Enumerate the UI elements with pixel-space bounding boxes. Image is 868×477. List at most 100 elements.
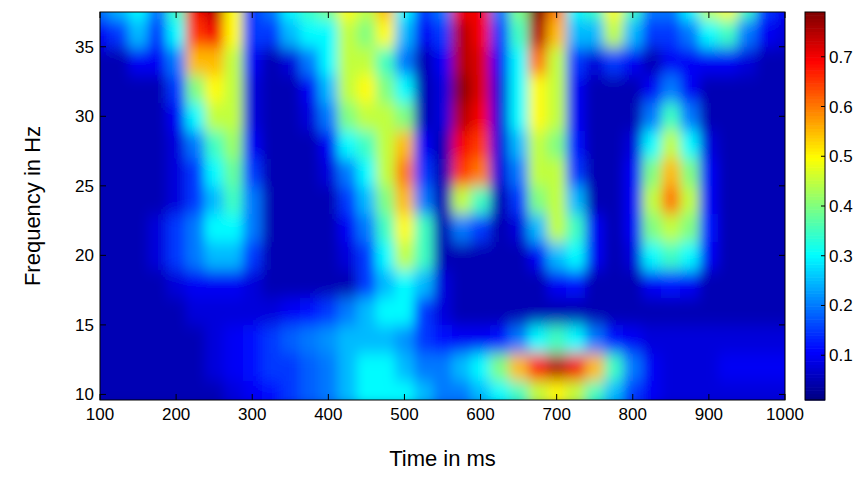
heat-cell: [680, 186, 700, 214]
heat-cell: [319, 130, 339, 158]
heat-cell: [414, 214, 434, 242]
heat-cell: [756, 297, 776, 325]
heat-cell: [471, 75, 491, 103]
x-tick-label: 800: [619, 405, 647, 424]
heat-cell: [148, 158, 168, 186]
heat-cell: [737, 297, 757, 325]
heat-cell: [319, 158, 339, 186]
heat-cell: [395, 19, 415, 47]
heat-cell: [281, 47, 301, 75]
x-tick-label: 900: [695, 405, 723, 424]
heat-cell: [110, 12, 130, 20]
heat-cell: [775, 241, 785, 269]
heat-cell: [243, 241, 263, 269]
heat-cell: [300, 47, 320, 75]
heat-cell: [205, 47, 225, 75]
heat-cell: [623, 75, 643, 103]
heat-cell: [148, 102, 168, 130]
heat-cell: [528, 297, 548, 325]
heat-cell: [509, 47, 529, 75]
heat-cell: [319, 75, 339, 103]
heat-cell: [737, 130, 757, 158]
heat-cell: [737, 186, 757, 214]
colorbar-tick-label: 0.1: [829, 346, 853, 365]
heat-cell: [357, 47, 377, 75]
heat-cell: [110, 158, 130, 186]
heat-cell: [376, 214, 396, 242]
y-tick-label: 25: [75, 177, 94, 196]
heat-cell: [357, 269, 377, 297]
heat-cell: [205, 130, 225, 158]
x-tick: [556, 12, 557, 18]
heat-cell: [661, 12, 681, 20]
y-tick: [779, 116, 785, 117]
heat-cell: [452, 158, 472, 186]
heat-cell: [262, 241, 282, 269]
x-tick: [708, 12, 709, 18]
heat-cell: [623, 269, 643, 297]
heat-cell: [547, 12, 567, 20]
heat-cell: [100, 158, 110, 186]
heat-cell: [509, 325, 529, 353]
heat-cell: [395, 47, 415, 75]
heat-cell: [319, 297, 339, 325]
heat-cell: [623, 325, 643, 353]
heat-cell: [642, 102, 662, 130]
y-tick: [100, 116, 106, 117]
heat-cell: [585, 381, 605, 400]
heat-cell: [604, 353, 624, 381]
heat-cell: [433, 12, 453, 20]
colorbar-tick: [821, 206, 825, 207]
heat-cell: [737, 12, 757, 20]
heat-cell: [338, 325, 358, 353]
heat-cell: [167, 12, 187, 20]
heat-cell: [281, 381, 301, 400]
heat-cell: [699, 47, 719, 75]
heat-cell: [414, 241, 434, 269]
colorbar-swatch: [805, 12, 825, 16]
heat-cell: [281, 19, 301, 47]
heat-cell: [471, 12, 491, 20]
heat-cell: [528, 269, 548, 297]
heat-cell: [585, 241, 605, 269]
heat-cell: [775, 353, 785, 381]
heat-cell: [509, 269, 529, 297]
heat-cell: [756, 186, 776, 214]
heat-cell: [452, 19, 472, 47]
heat-cell: [585, 12, 605, 20]
heat-cell: [585, 186, 605, 214]
heat-cell: [357, 186, 377, 214]
heat-cell: [110, 186, 130, 214]
heat-cell: [205, 186, 225, 214]
heat-cell: [357, 325, 377, 353]
heat-cell: [262, 325, 282, 353]
heat-cell: [528, 214, 548, 242]
heat-cell: [452, 130, 472, 158]
heat-cell: [471, 130, 491, 158]
heat-cell: [262, 130, 282, 158]
heat-cell: [224, 47, 244, 75]
heat-cell: [281, 325, 301, 353]
heat-cell: [756, 353, 776, 381]
y-tick: [100, 255, 106, 256]
heat-cell: [433, 325, 453, 353]
heat-cell: [471, 158, 491, 186]
heat-cell: [100, 47, 110, 75]
heat-cell: [699, 214, 719, 242]
heat-cell: [471, 102, 491, 130]
heat-cell: [547, 269, 567, 297]
y-axis-title: Frequency in Hz: [20, 126, 45, 286]
heat-cell: [528, 353, 548, 381]
heat-cell: [186, 102, 206, 130]
heat-cell: [338, 47, 358, 75]
heat-cell: [148, 19, 168, 47]
heat-cell: [604, 241, 624, 269]
heat-cell: [528, 186, 548, 214]
heat-cell: [357, 19, 377, 47]
heat-cell: [414, 325, 434, 353]
heat-cell: [509, 241, 529, 269]
heat-cell: [433, 381, 453, 400]
heat-cell: [623, 186, 643, 214]
heat-cell: [319, 353, 339, 381]
y-tick: [100, 394, 106, 395]
